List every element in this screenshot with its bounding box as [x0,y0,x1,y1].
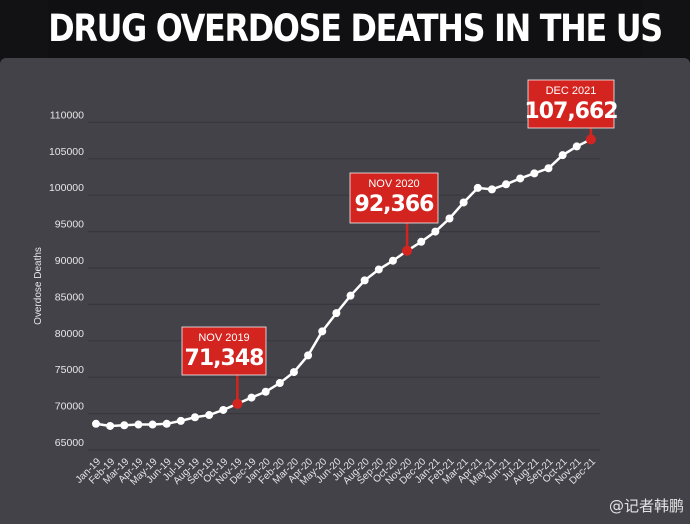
data-point [106,421,115,430]
y-tick-label: 90000 [55,255,84,267]
data-point [445,214,454,223]
callout-box [349,172,439,224]
callout-value: 92,366 [355,192,435,217]
data-point [304,351,313,360]
callout-date: NOV 2020 [368,178,419,190]
y-tick-label: 105000 [49,146,84,158]
callout-value: 107,662 [524,99,617,124]
data-point [346,291,355,300]
highlight-point [402,245,413,256]
callout-date: DEC 2021 [546,85,597,97]
data-point [162,419,171,428]
data-point [318,327,327,336]
data-point [148,420,157,429]
data-point [417,237,426,246]
series-line [95,138,592,428]
data-point [92,419,100,428]
chart-title: DRUG OVERDOSE DEATHS IN THE US [48,0,663,58]
data-point [289,368,298,377]
highlight-point [585,134,596,145]
y-tick-label: 75000 [55,364,84,376]
data-point [176,416,185,425]
data-point [247,393,256,402]
callout-box [181,326,267,376]
y-tick-label: 70000 [55,401,84,413]
chart-panel [0,58,690,524]
data-point [205,411,214,420]
data-point [558,151,567,160]
data-point [332,309,341,318]
data-point [502,180,511,189]
data-point [360,276,369,285]
data-point [134,420,143,429]
data-point [473,183,482,192]
data-point [516,174,525,183]
data-point [261,387,270,396]
data-point [544,164,553,173]
data-point [487,185,496,194]
y-tick-label: 80000 [55,328,84,340]
data-point [530,169,539,178]
callout-date: NOV 2019 [198,332,249,344]
data-point [572,142,581,151]
y-tick-label: 110000 [50,109,84,121]
data-point [275,379,284,388]
y-tick-label: 100000 [49,182,84,194]
data-point [459,198,468,207]
callout-value: 71,348 [185,346,264,371]
watermark: @记者韩鹏 [608,497,684,515]
data-point [219,405,228,414]
y-tick-label: 65000 [55,437,84,449]
data-point [190,413,199,422]
data-point [374,265,383,274]
y-axis-label: Overdose Deaths [33,247,44,325]
y-tick-label: 95000 [55,219,84,231]
y-tick-label: 85000 [55,291,84,303]
highlight-point [232,398,243,409]
data-point [388,256,397,265]
data-point [120,421,129,430]
callout-box [527,79,615,129]
data-point [431,227,440,236]
